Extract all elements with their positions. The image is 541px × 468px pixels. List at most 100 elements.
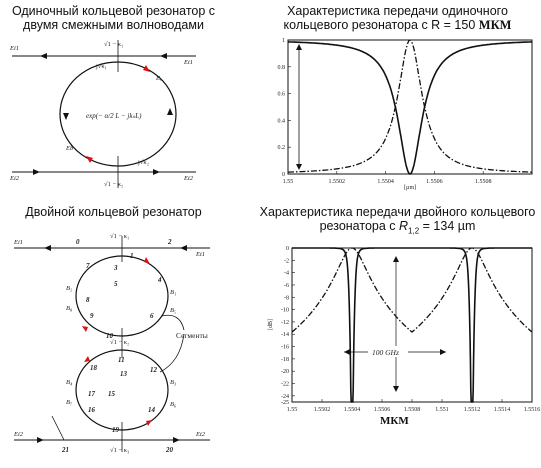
coupling-bottom-j: j√κ₂ bbox=[137, 158, 149, 166]
port-et1-label: Et1 bbox=[183, 59, 193, 66]
segment-number: 12 bbox=[150, 366, 158, 374]
arrow-icon bbox=[146, 420, 152, 426]
y-tick-label: 0 bbox=[282, 172, 285, 178]
arrow-icon bbox=[86, 156, 93, 163]
y-tick-label: -14 bbox=[281, 332, 289, 338]
y-tick-label: 0.8 bbox=[278, 65, 286, 71]
chart2-series-solid bbox=[292, 247, 532, 403]
coupling-3-label: √1 − κ₃ bbox=[110, 446, 129, 454]
x-tick-label: 1.551 bbox=[435, 407, 449, 413]
segment-number: 16 bbox=[88, 406, 96, 414]
arrow-icon bbox=[82, 326, 88, 332]
port-ei2-label: Ei2 bbox=[9, 175, 20, 182]
double-ring-title: Двойной кольцевой резонатор bbox=[25, 205, 202, 219]
coupling-1-label: √1 − κ₁ bbox=[110, 232, 129, 240]
x-tick-label: 1.5508 bbox=[475, 179, 492, 185]
coupling-top-sqrt: √1 − κ₁ bbox=[104, 40, 123, 48]
single-transfer-title-text: Характеристика передачи одиночного кольц… bbox=[283, 4, 508, 32]
segment-number: 5 bbox=[114, 280, 118, 288]
arrow-icon bbox=[173, 437, 180, 443]
y-tick-label: 0.4 bbox=[278, 118, 286, 124]
y-tick-label: -4 bbox=[284, 271, 289, 277]
branch-label: B₃ bbox=[170, 379, 176, 386]
arrow-icon bbox=[33, 169, 40, 175]
segment-number: 15 bbox=[108, 390, 116, 398]
x-tick-label: 1.5514 bbox=[494, 407, 511, 413]
arrow-up-icon bbox=[393, 256, 399, 262]
propagation-label: exp(− α/2 L − jkₙL) bbox=[86, 112, 142, 120]
chart2-series-dashdot bbox=[291, 247, 533, 334]
y-tick-label: -16 bbox=[281, 345, 289, 351]
arrow-right-icon bbox=[440, 349, 446, 355]
chart2-annotation: 100 GHz bbox=[372, 348, 399, 357]
coupling-top-j: j√κ₁ bbox=[95, 62, 107, 70]
coupling-2-label: √1 − κ₂ bbox=[110, 338, 129, 346]
arrow-left-icon bbox=[344, 349, 350, 355]
y-tick-label: 0.2 bbox=[278, 145, 286, 151]
arrow-down-icon bbox=[393, 386, 399, 392]
segment-number: 13 bbox=[120, 370, 128, 378]
segment-number: 1 bbox=[130, 252, 134, 260]
double-transfer-title-sub: 1,2 bbox=[408, 226, 420, 236]
chart1-y-ticks: 0 0.2 0.4 0.6 0.8 1 bbox=[278, 38, 291, 178]
segment-number: 9 bbox=[90, 312, 94, 320]
chart1-x-ticks: 1.55 1.5502 1.5504 1.5506 1.5508 bbox=[283, 171, 492, 185]
x-tick-label: 1.55 bbox=[283, 179, 294, 185]
x-tick-label: 1.5506 bbox=[426, 179, 443, 185]
segment-number: 6 bbox=[150, 312, 154, 320]
y-tick-label: -25 bbox=[281, 400, 289, 406]
y-tick-label: -6 bbox=[284, 283, 289, 289]
x-tick-label: 1.55 bbox=[287, 407, 298, 413]
segment-number: 3 bbox=[113, 264, 118, 272]
branch-label: B₅ bbox=[170, 307, 176, 314]
branch-label: B₈ bbox=[66, 305, 72, 312]
segment-number: 11 bbox=[118, 356, 125, 364]
y-tick-label: -20 bbox=[281, 369, 289, 375]
arrow-icon bbox=[180, 245, 187, 251]
segment-number: 18 bbox=[90, 364, 98, 372]
double-transfer-title-r: R bbox=[399, 219, 409, 233]
segment-numbers: 0 1 2 3 4 5 6 7 8 9 10 11 12 13 14 15 16… bbox=[61, 238, 174, 454]
branch-label: B₁ bbox=[170, 289, 176, 296]
arrow-icon bbox=[160, 53, 167, 59]
segment-number: 14 bbox=[148, 406, 156, 414]
x-tick-label: 1.5502 bbox=[329, 179, 346, 185]
chart2-x-label: МКМ bbox=[380, 415, 409, 427]
double-transfer-title-text: Характеристика передачи двойного кольцев… bbox=[259, 205, 536, 233]
port-et1-label: Et1 bbox=[195, 251, 205, 258]
chart2-x-ticks: 1.55 1.5502 1.5504 1.5506 1.5508 1.551 1.5512 1… bbox=[287, 399, 540, 413]
coupling-bottom-sqrt: √1 − κ₂ bbox=[104, 180, 123, 188]
y-tick-label: -18 bbox=[281, 357, 289, 363]
x-tick-label: 1.5506 bbox=[374, 407, 391, 413]
branch-labels: B₁ B₂ B₃ B₄ B₅ B₆ B₇ B₈ bbox=[66, 285, 176, 408]
y-tick-label: -24 bbox=[281, 394, 289, 400]
x-tick-label: 1.5512 bbox=[464, 407, 481, 413]
field-a-label: Eₐ bbox=[155, 75, 162, 82]
y-tick-label: -10 bbox=[281, 308, 289, 314]
y-tick-label: 1 bbox=[282, 38, 285, 44]
port-ei1-label: Ei1 bbox=[9, 45, 19, 52]
branch-label: B₆ bbox=[170, 401, 176, 408]
branch-label: B₇ bbox=[66, 399, 73, 406]
arrow-icon bbox=[37, 437, 44, 443]
chart1-series-dashdot bbox=[288, 39, 532, 173]
arrow-icon bbox=[40, 53, 47, 59]
arrow-icon bbox=[167, 108, 173, 115]
field-b-label: Eb bbox=[65, 145, 74, 152]
branch-label: B₄ bbox=[66, 379, 73, 386]
arrow-up-icon bbox=[296, 44, 302, 50]
segment-number: 0 bbox=[76, 238, 80, 246]
single-transfer-title-unit: МКМ bbox=[478, 18, 512, 32]
y-tick-label: 0.6 bbox=[278, 92, 286, 98]
y-tick-label: -12 bbox=[281, 320, 289, 326]
segment-number: 7 bbox=[86, 262, 90, 270]
segment-number: 4 bbox=[157, 276, 162, 284]
chart2-y-ticks: 0 -2 -4 -6 -8 -10 -12 -14 -16 -18 -20 -22 -24-25 bbox=[281, 246, 295, 406]
x-tick-label: 1.5508 bbox=[404, 407, 421, 413]
port-ei2-label: Ei2 bbox=[13, 431, 24, 438]
y-tick-label: 0 bbox=[286, 246, 289, 252]
y-tick-label: -8 bbox=[284, 295, 289, 301]
